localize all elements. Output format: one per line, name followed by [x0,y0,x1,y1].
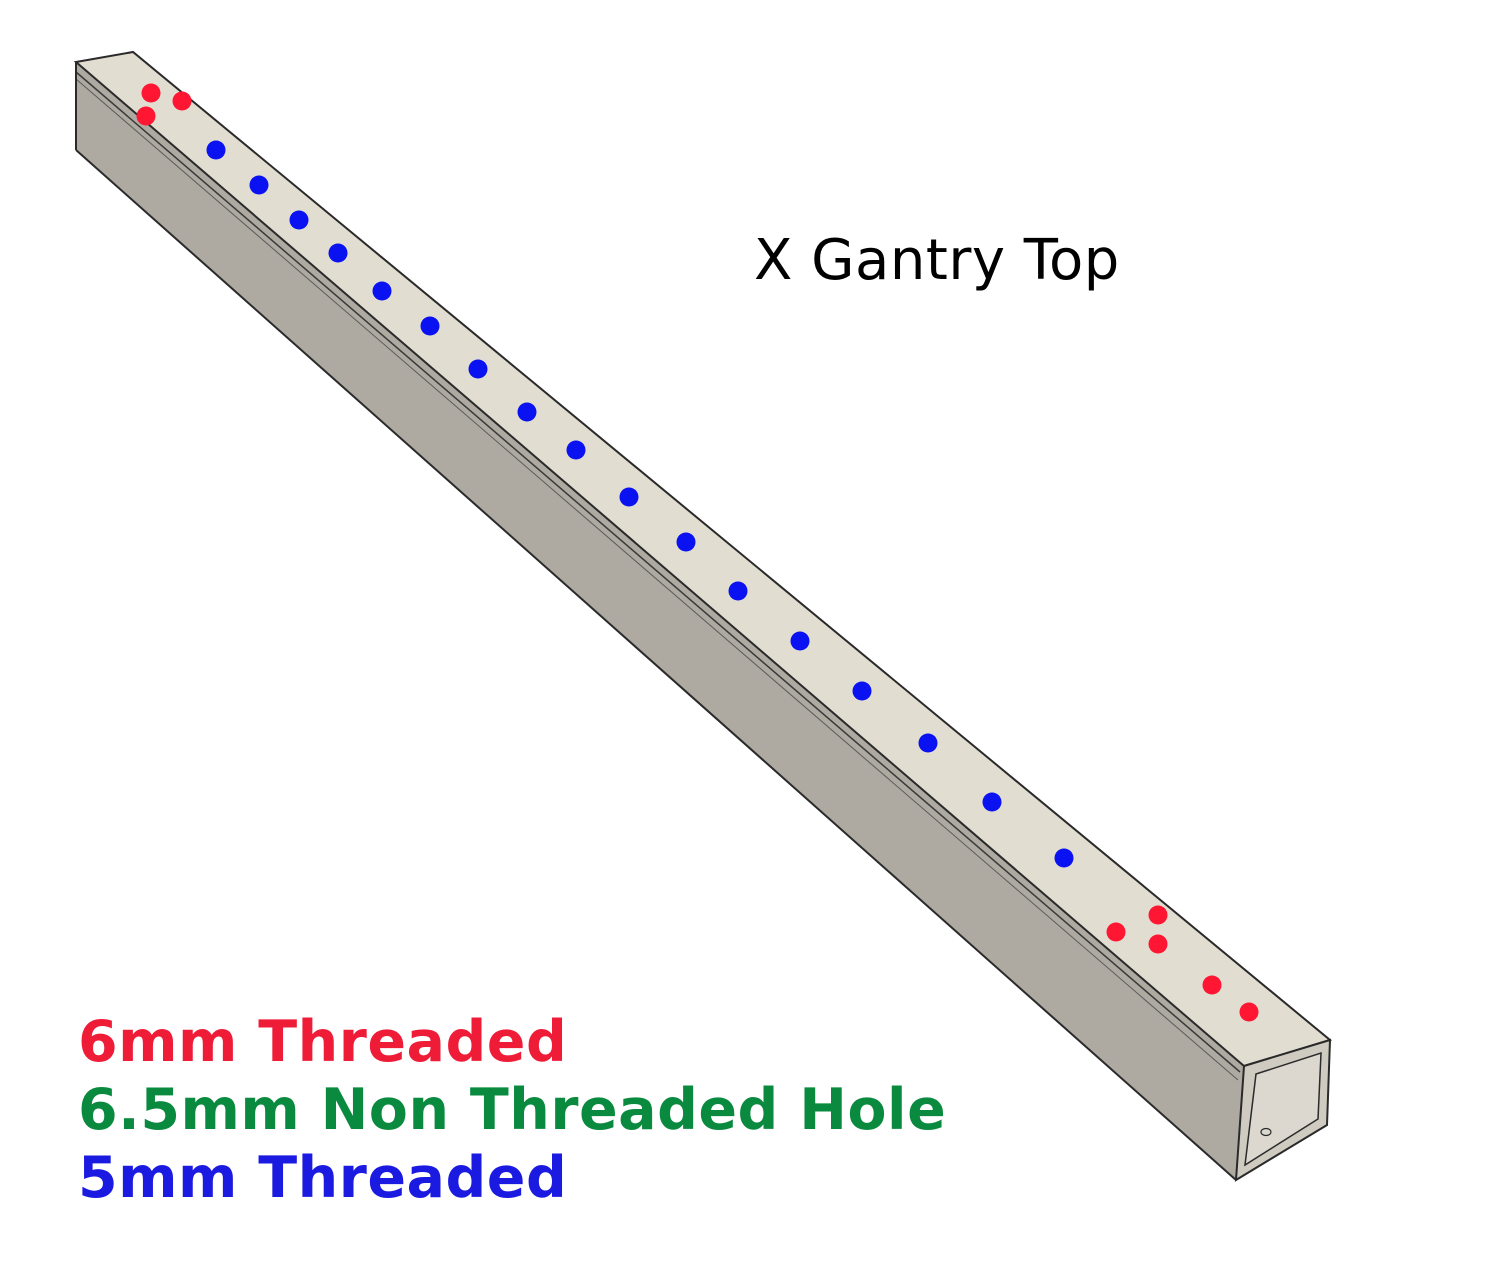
beam-top-edge-line-inner [75,78,1239,1081]
hole-5mm-threaded [982,792,1002,812]
hole-6mm-threaded [172,91,192,111]
beam-top-face [73,50,1333,1068]
hole-5mm-threaded [206,140,226,160]
hole-5mm-threaded [420,316,440,336]
hole-6mm-threaded [1148,905,1168,925]
hole-5mm-threaded [676,532,696,552]
hole-6mm-threaded [141,83,161,103]
end-face-hole [1260,1127,1272,1137]
hole-6mm-threaded [1148,934,1168,954]
hole-5mm-threaded [328,243,348,263]
hole-5mm-threaded [468,359,488,379]
hole-5mm-threaded [566,440,586,460]
hole-5mm-threaded [249,175,269,195]
hole-6mm-threaded [1106,922,1126,942]
legend: 6mm Threaded 6.5mm Non Threaded Hole 5mm… [78,1008,946,1212]
hole-6mm-threaded [1202,975,1222,995]
hole-5mm-threaded [790,631,810,651]
hole-markers [136,83,1259,1022]
beam-side-face [76,52,1330,1180]
beam-top-edge-line [75,71,1241,1073]
hole-5mm-threaded [372,281,392,301]
hole-5mm-threaded [852,681,872,701]
hole-5mm-threaded [1054,848,1074,868]
legend-item-6-5mm-non-threaded: 6.5mm Non Threaded Hole [78,1077,947,1143]
hole-5mm-threaded [728,581,748,601]
hole-5mm-threaded [918,733,938,753]
hole-6mm-threaded [1239,1002,1259,1022]
diagram-title: X Gantry Top [754,228,1120,293]
legend-item-5mm-threaded: 5mm Threaded [78,1145,568,1211]
hole-5mm-threaded [619,487,639,507]
beam-bottom-edge [75,149,1237,1181]
hole-6mm-threaded [136,106,156,126]
legend-item-6mm-threaded: 6mm Threaded [78,1009,568,1075]
hole-5mm-threaded [517,402,537,422]
hole-5mm-threaded [289,210,309,230]
beam-end-face-inner [1244,1051,1322,1167]
